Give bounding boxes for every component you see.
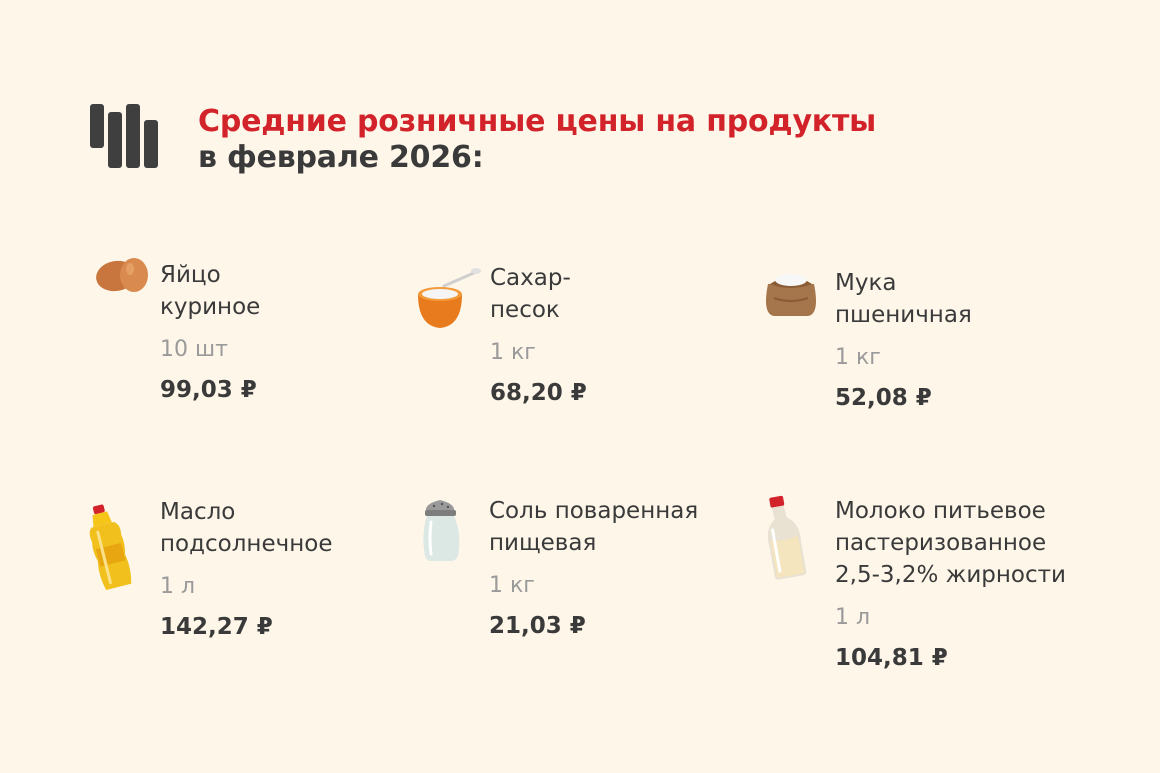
product-name: Масло подсолнечное — [160, 499, 333, 557]
product-price: 68,20 ₽ — [490, 380, 587, 406]
product-price: 21,03 ₽ — [489, 613, 586, 639]
product-item-sugar: Сахар- песок 1 кг 68,20 ₽ — [490, 262, 587, 408]
oil-bottle-icon — [89, 504, 132, 590]
page-title: Средние розничные цены на продукты в фев… — [198, 104, 876, 176]
product-price: 52,08 ₽ — [835, 385, 932, 411]
product-unit: 1 кг — [489, 573, 535, 598]
product-name: Соль поваренная пищевая — [489, 498, 699, 556]
product-item-oil: Масло подсолнечное 1 л 142,27 ₽ — [160, 496, 332, 642]
eggs-icon — [96, 258, 148, 292]
product-item-eggs: Яйцо куриное 10 шт 99,03 ₽ — [160, 259, 260, 405]
bars-logo-icon — [90, 104, 158, 168]
product-unit: 1 кг — [835, 345, 881, 370]
product-name: Сахар- песок — [490, 265, 571, 323]
salt-shaker-icon — [423, 500, 460, 561]
product-price: 99,03 ₽ — [160, 377, 257, 403]
title-line-2: в феврале 2026: — [198, 140, 484, 175]
product-item-salt: Соль поваренная пищевая 1 кг 21,03 ₽ — [489, 495, 698, 641]
sugar-bowl-icon — [418, 268, 481, 328]
product-name: Мука пшеничная — [835, 270, 972, 328]
product-name: Молоко питьевое пастеризованное 2,5-3,2%… — [835, 498, 1066, 588]
title-line-1: Средние розничные цены на продукты — [198, 104, 877, 139]
product-price: 142,27 ₽ — [160, 614, 273, 640]
product-unit: 1 кг — [490, 340, 536, 365]
milk-bottle-icon — [767, 495, 807, 580]
flour-sack-icon — [766, 274, 816, 316]
product-item-flour: Мука пшеничная 1 кг 52,08 ₽ — [835, 267, 972, 413]
product-price: 104,81 ₽ — [835, 645, 948, 671]
product-unit: 10 шт — [160, 337, 228, 362]
product-item-milk: Молоко питьевое пастеризованное 2,5-3,2%… — [835, 495, 1066, 673]
product-name: Яйцо куриное — [160, 262, 261, 320]
product-unit: 1 л — [160, 574, 196, 599]
product-unit: 1 л — [835, 605, 871, 630]
